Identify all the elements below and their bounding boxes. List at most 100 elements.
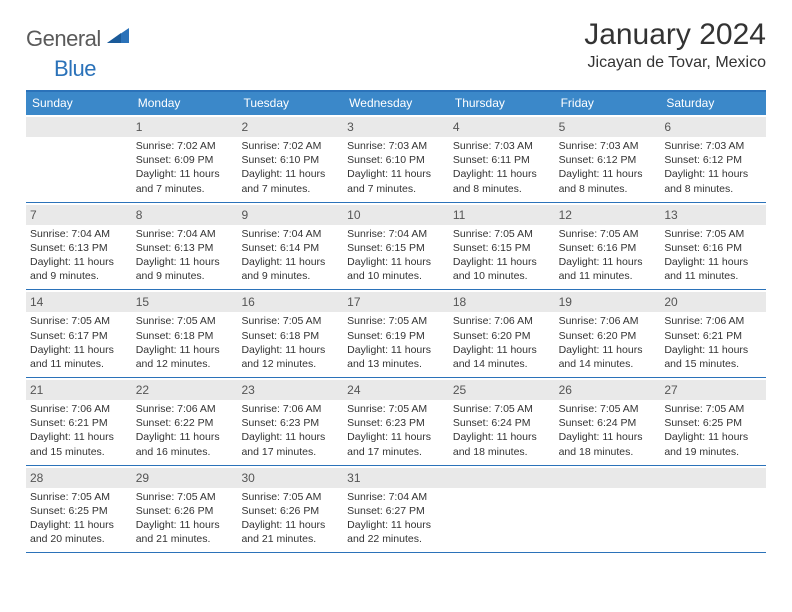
day-cell: 24 Sunrise: 7:05 AMSunset: 6:23 PMDayligh… [343,378,449,465]
day-info: Sunrise: 7:03 AMSunset: 6:11 PMDaylight:… [453,139,551,196]
day-number: 6 [664,120,671,134]
day-number: 18 [453,295,466,309]
weekday-sat: Saturday [660,92,766,115]
day-info: Sunrise: 7:02 AMSunset: 6:09 PMDaylight:… [136,139,234,196]
day-number-row: 1 [132,117,238,137]
day-info: Sunrise: 7:05 AMSunset: 6:26 PMDaylight:… [241,490,339,547]
day-cell [26,115,132,202]
day-number: 31 [347,471,360,485]
day-info: Sunrise: 7:05 AMSunset: 6:16 PMDaylight:… [559,227,657,284]
day-info: Sunrise: 7:04 AMSunset: 6:27 PMDaylight:… [347,490,445,547]
logo-triangle-icon [107,25,129,48]
day-number-row [555,468,661,488]
day-cell: 12 Sunrise: 7:05 AMSunset: 6:16 PMDayligh… [555,203,661,290]
day-info: Sunrise: 7:06 AMSunset: 6:20 PMDaylight:… [559,314,657,371]
day-info: Sunrise: 7:05 AMSunset: 6:19 PMDaylight:… [347,314,445,371]
day-number-row [26,117,132,137]
weekday-sun: Sunday [26,92,132,115]
day-number-row: 16 [237,292,343,312]
day-number: 4 [453,120,460,134]
day-number: 21 [30,383,43,397]
day-cell: 27Sunrise: 7:05 AMSunset: 6:25 PMDayligh… [660,378,766,465]
day-cell: 29 Sunrise: 7:05 AMSunset: 6:26 PMDayligh… [132,466,238,553]
day-number-row: 23 [237,380,343,400]
day-number-row: 22 [132,380,238,400]
day-cell: 2Sunrise: 7:02 AMSunset: 6:10 PMDaylight… [237,115,343,202]
day-cell: 18 Sunrise: 7:06 AMSunset: 6:20 PMDayligh… [449,290,555,377]
weekday-header: Sunday Monday Tuesday Wednesday Thursday… [26,92,766,115]
day-cell: 22Sunrise: 7:06 AMSunset: 6:22 PMDayligh… [132,378,238,465]
day-number [664,471,667,485]
day-cell: 19 Sunrise: 7:06 AMSunset: 6:20 PMDayligh… [555,290,661,377]
day-number-row: 14 [26,292,132,312]
day-cell: 1Sunrise: 7:02 AMSunset: 6:09 PMDaylight… [132,115,238,202]
day-number-row: 9 [237,205,343,225]
day-cell: 3Sunrise: 7:03 AMSunset: 6:10 PMDaylight… [343,115,449,202]
day-number-row: 4 [449,117,555,137]
day-info: Sunrise: 7:03 AMSunset: 6:12 PMDaylight:… [559,139,657,196]
day-number-row: 28 [26,468,132,488]
day-number: 20 [664,295,677,309]
day-info: Sunrise: 7:05 AMSunset: 6:16 PMDaylight:… [664,227,762,284]
day-cell: 13Sunrise: 7:05 AMSunset: 6:16 PMDayligh… [660,203,766,290]
day-number [30,120,33,134]
day-number: 29 [136,471,149,485]
day-number: 14 [30,295,43,309]
day-number-row: 6 [660,117,766,137]
day-cell: 5 Sunrise: 7:03 AMSunset: 6:12 PMDaylight… [555,115,661,202]
title-block: January 2024 Jicayan de Tovar, Mexico [584,18,766,72]
day-number-row: 2 [237,117,343,137]
day-number: 27 [664,383,677,397]
day-info: Sunrise: 7:05 AMSunset: 6:23 PMDaylight:… [347,402,445,459]
day-number: 26 [559,383,572,397]
week-row: 14Sunrise: 7:05 AMSunset: 6:17 PMDayligh… [26,290,766,378]
week-row: 28Sunrise: 7:05 AMSunset: 6:25 PMDayligh… [26,466,766,554]
day-number-row: 12 [555,205,661,225]
day-info: Sunrise: 7:04 AMSunset: 6:14 PMDaylight:… [241,227,339,284]
day-info: Sunrise: 7:05 AMSunset: 6:18 PMDaylight:… [241,314,339,371]
day-number: 19 [559,295,572,309]
day-number: 24 [347,383,360,397]
day-number-row: 10 [343,205,449,225]
week-row: 7 Sunrise: 7:04 AMSunset: 6:13 PMDaylight… [26,203,766,291]
day-cell: 15Sunrise: 7:05 AMSunset: 6:18 PMDayligh… [132,290,238,377]
weekday-tue: Tuesday [237,92,343,115]
day-number-row: 13 [660,205,766,225]
day-number-row: 5 [555,117,661,137]
day-cell: 26 Sunrise: 7:05 AMSunset: 6:24 PMDayligh… [555,378,661,465]
logo-text-1: General [26,26,101,52]
day-info: Sunrise: 7:06 AMSunset: 6:20 PMDaylight:… [453,314,551,371]
day-info: Sunrise: 7:02 AMSunset: 6:10 PMDaylight:… [241,139,339,196]
day-cell: 8Sunrise: 7:04 AMSunset: 6:13 PMDaylight… [132,203,238,290]
logo-text-2: Blue [54,56,96,82]
day-number: 7 [30,208,37,222]
day-cell [660,466,766,553]
week-row: 1Sunrise: 7:02 AMSunset: 6:09 PMDaylight… [26,115,766,203]
day-number: 16 [241,295,254,309]
day-info: Sunrise: 7:04 AMSunset: 6:13 PMDaylight:… [30,227,128,284]
day-cell: 17Sunrise: 7:05 AMSunset: 6:19 PMDayligh… [343,290,449,377]
day-number-row: 21 [26,380,132,400]
day-number: 12 [559,208,572,222]
day-number-row: 3 [343,117,449,137]
day-number: 25 [453,383,466,397]
day-number-row: 8 [132,205,238,225]
day-number: 11 [453,208,465,222]
day-number-row: 24 [343,380,449,400]
day-info: Sunrise: 7:05 AMSunset: 6:24 PMDaylight:… [559,402,657,459]
day-info: Sunrise: 7:06 AMSunset: 6:21 PMDaylight:… [30,402,128,459]
day-number-row: 25 [449,380,555,400]
day-number: 10 [347,208,360,222]
day-cell: 16 Sunrise: 7:05 AMSunset: 6:18 PMDayligh… [237,290,343,377]
day-number-row [449,468,555,488]
weekday-wed: Wednesday [343,92,449,115]
day-info: Sunrise: 7:06 AMSunset: 6:22 PMDaylight:… [136,402,234,459]
day-number: 15 [136,295,149,309]
day-cell: 9Sunrise: 7:04 AMSunset: 6:14 PMDaylight… [237,203,343,290]
day-number: 30 [241,471,254,485]
day-number-row: 11 [449,205,555,225]
day-number-row [660,468,766,488]
day-info: Sunrise: 7:05 AMSunset: 6:26 PMDaylight:… [136,490,234,547]
day-number: 5 [559,120,566,134]
day-number-row: 27 [660,380,766,400]
